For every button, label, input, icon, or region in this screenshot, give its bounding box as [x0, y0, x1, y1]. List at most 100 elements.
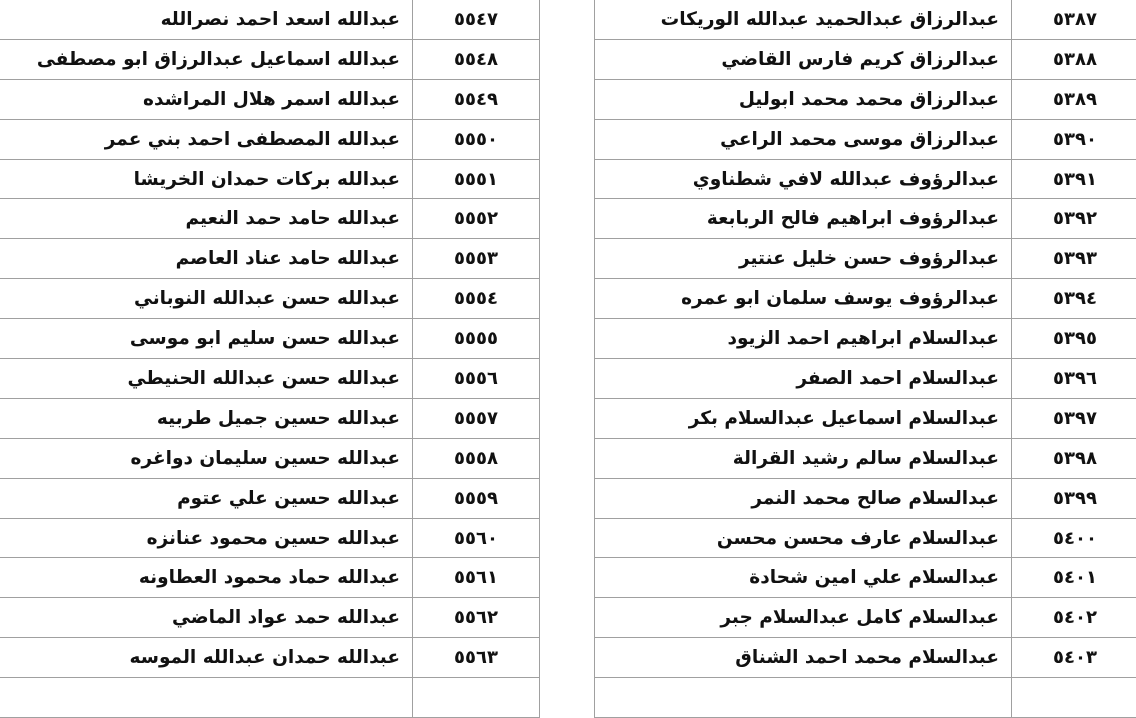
- row-number: ٥٥٥٤: [413, 279, 540, 319]
- row-number: ٥٣٩٢: [1012, 199, 1136, 239]
- row-number: ٥٥٥٠: [413, 119, 540, 159]
- row-number: [413, 678, 540, 718]
- row-number: ٥٥٦٠: [413, 518, 540, 558]
- row-name: عبدالله اسعد احمد نصرالله: [0, 0, 413, 39]
- row-name: عبدالله حماد محمود العطاونه: [0, 558, 413, 598]
- row-name: عبدالله المصطفى احمد بني عمر: [0, 119, 413, 159]
- row-number: ٥٣٩٠: [1012, 119, 1136, 159]
- row-number: ٥٥٦٢: [413, 598, 540, 638]
- row-name: عبدالله اسمر هلال المراشده: [0, 79, 413, 119]
- row-name: عبدالسلام احمد الصفر: [595, 359, 1012, 399]
- row-number: ٥٣٩٨: [1012, 438, 1136, 478]
- row-name: عبدالرؤوف ابراهيم فالح الربابعة: [595, 199, 1012, 239]
- row-number: ٥٣٩٩: [1012, 478, 1136, 518]
- row-number: [1012, 678, 1136, 718]
- row-name: عبدالله اسماعيل عبدالرزاق ابو مصطفى: [0, 39, 413, 79]
- row-name: عبدالرزاق عبدالحميد عبدالله الوريكات: [595, 0, 1012, 39]
- row-number: ٥٣٨٧: [1012, 0, 1136, 39]
- row-number: ٥٤٠٣: [1012, 638, 1136, 678]
- row-name: عبدالسلام صالح محمد النمر: [595, 478, 1012, 518]
- row-name: عبدالله حسين جميل طربيه: [0, 398, 413, 438]
- row-number: ٥٥٤٨: [413, 39, 540, 79]
- row-name: [595, 678, 1012, 718]
- row-name: عبدالله حامد عناد العاصم: [0, 239, 413, 279]
- row-number: ٥٥٥٥: [413, 319, 540, 359]
- row-name: عبدالسلام محمد احمد الشناق: [595, 638, 1012, 678]
- row-name: عبدالرزاق محمد محمد ابوليل: [595, 79, 1012, 119]
- row-name: عبدالله حسن سليم ابو موسى: [0, 319, 413, 359]
- row-name: عبدالله حامد حمد النعيم: [0, 199, 413, 239]
- row-number: ٥٥٥٦: [413, 359, 540, 399]
- row-name: عبدالله حسين علي عتوم: [0, 478, 413, 518]
- row-number: ٥٣٩١: [1012, 159, 1136, 199]
- row-number: ٥٥٥٧: [413, 398, 540, 438]
- row-name: عبدالله حسن عبدالله النوباني: [0, 279, 413, 319]
- row-name: عبدالسلام عارف محسن محسن: [595, 518, 1012, 558]
- row-number: ٥٣٨٨: [1012, 39, 1136, 79]
- row-name: عبدالرزاق كريم فارس القاضي: [595, 39, 1012, 79]
- row-name: عبدالرؤوف يوسف سلمان ابو عمره: [595, 279, 1012, 319]
- row-name: عبدالله حسين سليمان دواغره: [0, 438, 413, 478]
- row-name: عبدالسلام سالم رشيد القرالة: [595, 438, 1012, 478]
- row-name: عبدالله حسن عبدالله الحنيطي: [0, 359, 413, 399]
- row-name: عبدالرزاق موسى محمد الراعي: [595, 119, 1012, 159]
- row-name: عبدالسلام علي امين شحادة: [595, 558, 1012, 598]
- row-name: عبدالرؤوف عبدالله لافي شطناوي: [595, 159, 1012, 199]
- table-row-partial: [0, 678, 540, 718]
- row-number: ٥٤٠١: [1012, 558, 1136, 598]
- table-row-partial: [595, 678, 1136, 718]
- row-number: ٥٤٠٢: [1012, 598, 1136, 638]
- row-number: ٥٥٥٣: [413, 239, 540, 279]
- row-number: ٥٥٥٩: [413, 478, 540, 518]
- row-number: ٥٥٤٧: [413, 0, 540, 39]
- row-number: ٥٣٩٤: [1012, 279, 1136, 319]
- row-number: ٥٥٦٣: [413, 638, 540, 678]
- row-number: ٥٣٩٦: [1012, 359, 1136, 399]
- row-number: ٥٣٩٣: [1012, 239, 1136, 279]
- row-number: ٥٥٥١: [413, 159, 540, 199]
- row-number: ٥٥٥٨: [413, 438, 540, 478]
- row-name: عبدالله حمدان عبدالله الموسه: [0, 638, 413, 678]
- row-name: عبدالسلام كامل عبدالسلام جبر: [595, 598, 1012, 638]
- row-name: عبدالله حمد عواد الماضي: [0, 598, 413, 638]
- row-number: ٥٥٦١: [413, 558, 540, 598]
- row-name: عبدالسلام ابراهيم احمد الزيود: [595, 319, 1012, 359]
- row-number: ٥٣٩٥: [1012, 319, 1136, 359]
- row-number: ٥٣٨٩: [1012, 79, 1136, 119]
- row-name: [0, 678, 413, 718]
- row-number: ٥٤٠٠: [1012, 518, 1136, 558]
